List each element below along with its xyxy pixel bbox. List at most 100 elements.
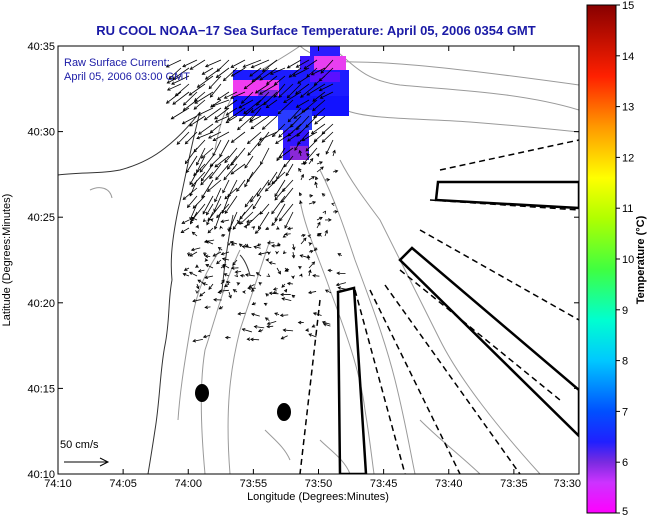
current-vector — [322, 321, 331, 325]
current-vector-head — [295, 64, 300, 68]
current-vector — [204, 275, 214, 279]
current-vector — [228, 291, 232, 298]
current-vector-head — [314, 121, 318, 125]
current-vector-head — [297, 320, 302, 325]
current-vector-head — [266, 241, 271, 245]
current-vector — [308, 333, 317, 338]
legend-line1: Raw Surface Current: — [64, 57, 170, 69]
current-vector — [287, 227, 294, 230]
current-vector — [253, 246, 261, 249]
current-vector — [194, 91, 214, 104]
current-vector-head — [311, 324, 316, 328]
current-vector-head — [310, 130, 315, 135]
current-vector — [244, 171, 254, 187]
current-vector — [247, 131, 262, 144]
current-vector-head — [291, 275, 295, 280]
current-vector-head — [299, 254, 304, 258]
current-vector-head — [307, 234, 312, 238]
current-vector — [231, 67, 246, 77]
current-vector-head — [245, 243, 249, 248]
current-vector — [300, 162, 307, 165]
current-vector-head — [203, 117, 208, 121]
current-vector — [224, 147, 238, 163]
current-vector-head — [215, 176, 219, 181]
current-vector-head — [299, 200, 303, 205]
current-vector — [285, 163, 294, 176]
current-vector-head — [274, 193, 278, 198]
colorbar-scale — [586, 4, 617, 514]
current-vector-head — [320, 166, 324, 170]
current-vector-head — [319, 216, 323, 221]
current-vector-head — [202, 218, 207, 223]
current-vector — [244, 155, 254, 169]
current-vector-head — [271, 222, 275, 227]
colorbar-tick-label: 5 — [622, 506, 628, 518]
current-vector-head — [220, 251, 225, 256]
current-vector-head — [263, 101, 267, 106]
current-vector — [292, 251, 295, 258]
current-vector-head — [291, 294, 296, 299]
current-vector — [308, 261, 315, 269]
current-vector — [274, 75, 286, 86]
current-vector — [226, 107, 238, 116]
current-vector — [186, 155, 198, 173]
current-vector-head — [283, 99, 287, 103]
current-vector-head — [254, 230, 259, 234]
current-vector — [282, 298, 292, 301]
current-vector-head — [241, 245, 246, 249]
current-vector-head — [255, 272, 260, 276]
current-vector — [194, 91, 206, 102]
current-vector — [256, 91, 270, 106]
current-vector-head — [230, 64, 235, 68]
current-vector-head — [191, 231, 196, 236]
current-vector — [276, 267, 281, 275]
y-axis-ticks: 40:35 40:30 40:25 40:20 40:15 40:10 — [27, 41, 579, 481]
current-vector-head — [230, 242, 235, 246]
current-vector-head — [268, 261, 273, 265]
current-vector-head — [243, 110, 247, 115]
current-vector-head — [193, 106, 198, 110]
current-vector — [222, 258, 230, 261]
current-vector — [271, 219, 278, 226]
current-vector-head — [337, 253, 342, 257]
current-vector — [191, 171, 206, 187]
current-vector-head — [182, 196, 187, 200]
current-vector — [215, 163, 230, 181]
current-vector-head — [203, 252, 207, 257]
current-vector — [209, 155, 222, 167]
current-vector — [316, 217, 323, 221]
current-vector — [266, 75, 278, 85]
current-vector — [193, 163, 206, 176]
current-vector-head — [213, 297, 217, 302]
current-vector-head — [214, 119, 219, 123]
current-vector-head — [230, 95, 234, 99]
current-vector-head — [206, 221, 210, 226]
current-vector-head — [217, 246, 222, 251]
current-vector — [311, 123, 326, 135]
current-vector-head — [276, 157, 280, 162]
current-vector-head — [221, 257, 226, 261]
current-vector — [166, 59, 182, 68]
current-vector-head — [321, 320, 326, 325]
current-vector-head — [214, 115, 218, 120]
current-vector — [231, 131, 246, 143]
current-vector-head — [221, 279, 225, 284]
current-vector — [324, 230, 328, 237]
current-vector — [275, 131, 294, 144]
current-vector-head — [263, 302, 268, 307]
current-vector-head — [309, 157, 314, 162]
current-vector — [315, 182, 318, 189]
current-vector — [287, 282, 294, 285]
current-vector — [320, 59, 334, 74]
current-vector — [221, 219, 230, 223]
current-vector — [214, 187, 222, 202]
current-vector-head — [325, 150, 329, 155]
x-tick-label: 74:10 — [44, 478, 72, 490]
current-vector-head — [188, 92, 193, 96]
current-vector — [308, 269, 311, 277]
current-vector-head — [232, 289, 237, 293]
current-vector — [198, 269, 205, 272]
current-vector-head — [298, 192, 303, 196]
current-vector-head — [224, 335, 229, 340]
colorbar-tick-label: 8 — [622, 356, 628, 368]
